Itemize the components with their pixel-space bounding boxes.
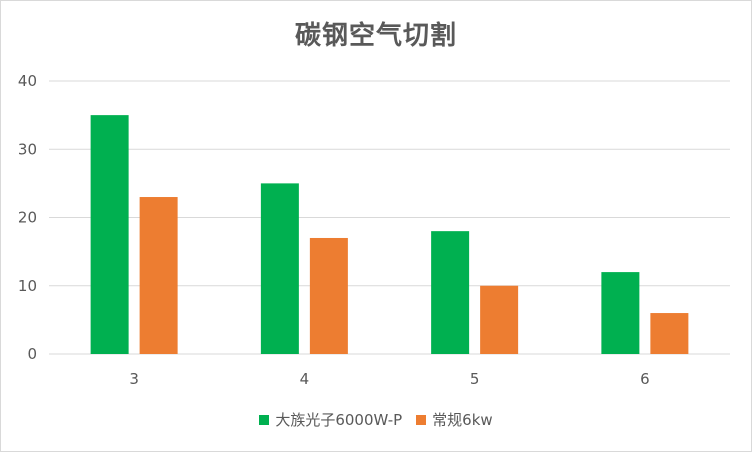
legend-item-series-1: 大族光子6000W-P	[259, 409, 402, 430]
y-tick-label-30: 30	[18, 140, 37, 158]
bar-series-2-5	[480, 285, 519, 354]
bar-series-2-3	[139, 197, 178, 354]
bar-series-1-6	[601, 272, 640, 354]
x-tick-label-4: 4	[300, 370, 310, 388]
legend-label-series-1: 大族光子6000W-P	[275, 411, 403, 429]
bar-series-2-4	[309, 237, 348, 354]
x-tick-label-6: 6	[640, 370, 650, 388]
legend-item-series-2: 常规6kw	[416, 409, 493, 430]
x-tick-label-3: 3	[129, 370, 139, 388]
chart-legend: 大族光子6000W-P 常规6kw	[1, 409, 751, 430]
y-tick-label-0: 0	[27, 345, 37, 363]
bar-series-1-5	[431, 231, 470, 354]
y-tick-label-40: 40	[18, 72, 37, 90]
legend-label-series-2: 常规6kw	[432, 411, 493, 429]
legend-swatch-series-2	[416, 414, 427, 425]
bar-series-1-3	[90, 115, 129, 354]
legend-swatch-series-1	[259, 414, 270, 425]
y-tick-label-20: 20	[18, 209, 37, 227]
bar-series-2-6	[650, 313, 689, 354]
y-tick-label-10: 10	[18, 277, 37, 295]
x-tick-label-5: 5	[470, 370, 480, 388]
bar-series-1-4	[260, 183, 299, 354]
chart-title: 碳钢空气切割	[294, 21, 457, 51]
